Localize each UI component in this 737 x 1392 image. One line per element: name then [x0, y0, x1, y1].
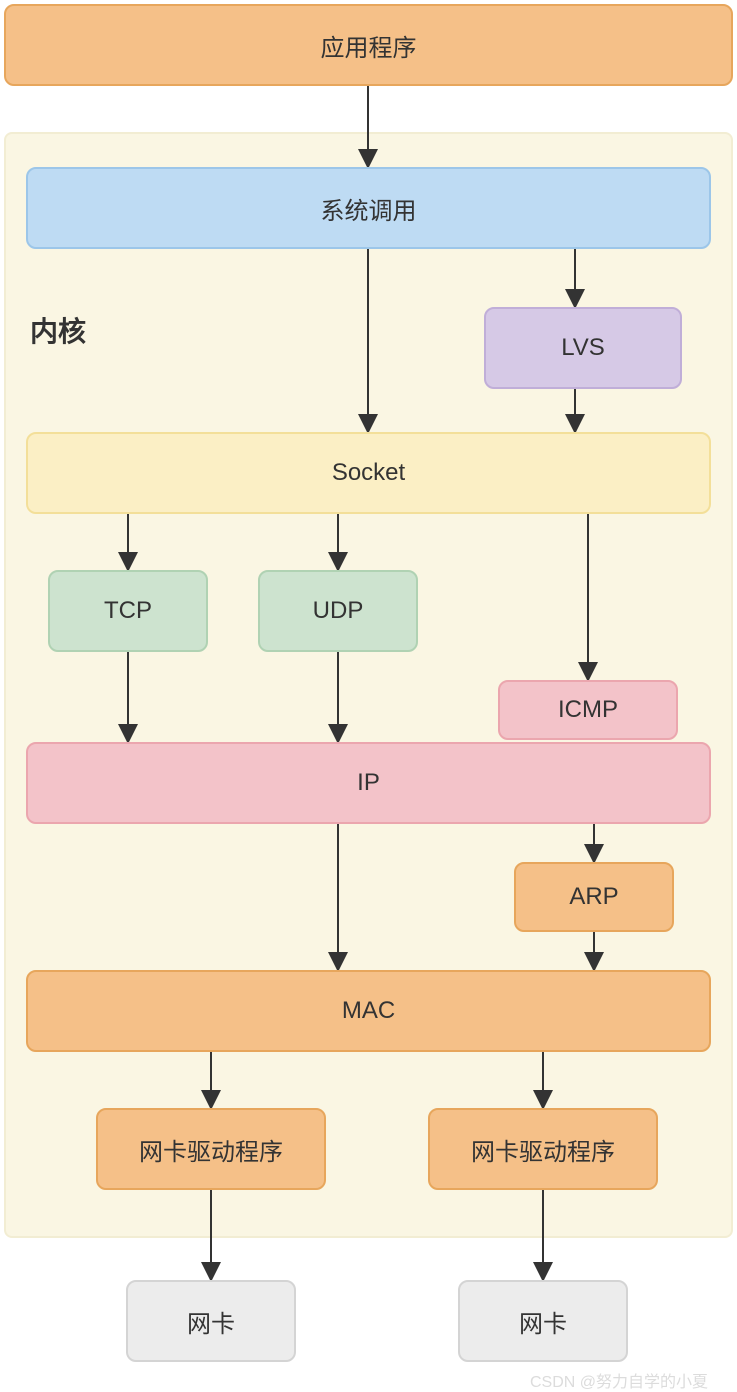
node-drv2: 网卡驱动程序 [428, 1108, 658, 1190]
node-udp: UDP [258, 570, 418, 652]
node-icmp: ICMP [498, 680, 678, 740]
node-syscall: 系统调用 [26, 167, 711, 249]
node-label: LVS [561, 334, 605, 362]
node-arp: ARP [514, 862, 674, 932]
watermark-text: CSDN @努力自学的小夏 [530, 1368, 708, 1392]
node-label: MAC [342, 997, 395, 1025]
node-label: 系统调用 [321, 191, 417, 226]
node-nic1: 网卡 [126, 1280, 296, 1362]
node-app: 应用程序 [4, 4, 733, 86]
node-mac: MAC [26, 970, 711, 1052]
node-lvs: LVS [484, 307, 682, 389]
node-label: 网卡 [187, 1304, 235, 1339]
node-label: ICMP [558, 696, 618, 724]
diagram-canvas: 内核 应用程序 系统调用 LVS Socket TCP UDP ICMP IP … [0, 0, 737, 1388]
node-label: UDP [313, 597, 364, 625]
node-socket: Socket [26, 432, 711, 514]
node-label: Socket [332, 459, 405, 487]
node-label: IP [357, 769, 380, 797]
node-label: 网卡驱动程序 [471, 1132, 615, 1167]
node-drv1: 网卡驱动程序 [96, 1108, 326, 1190]
node-label: 应用程序 [321, 28, 417, 63]
node-label: 网卡驱动程序 [139, 1132, 283, 1167]
node-label: TCP [104, 597, 152, 625]
node-ip: IP [26, 742, 711, 824]
node-tcp: TCP [48, 570, 208, 652]
node-label: 网卡 [519, 1304, 567, 1339]
node-label: ARP [569, 883, 618, 911]
kernel-label: 内核 [30, 310, 86, 350]
node-nic2: 网卡 [458, 1280, 628, 1362]
